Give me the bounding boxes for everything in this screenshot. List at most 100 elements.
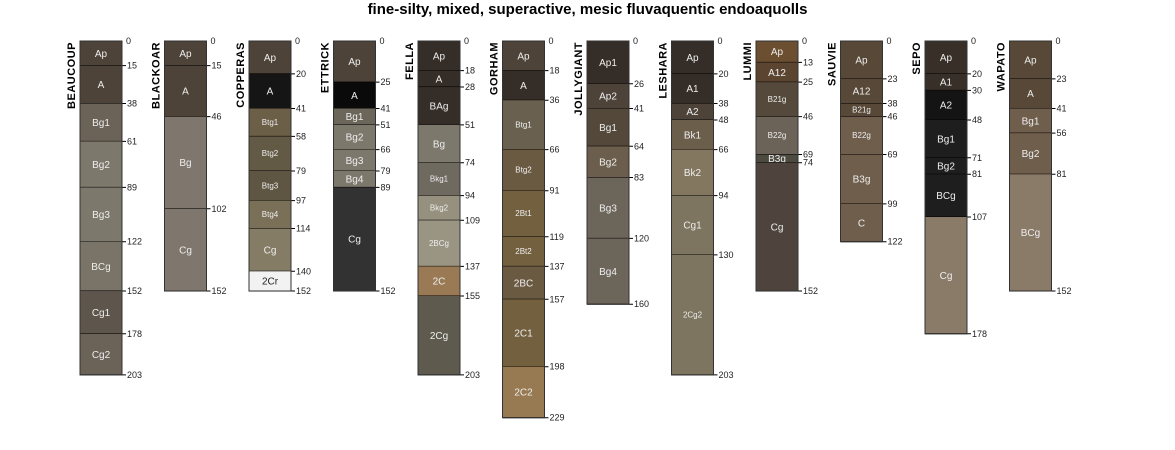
horizon-label: 2C: [433, 277, 446, 288]
profile-name: LUMMI: [742, 42, 754, 81]
depth-label: 178: [972, 329, 987, 339]
horizon-block: [756, 82, 798, 117]
horizon-label: C: [858, 218, 865, 229]
horizon-label: Bg1: [937, 134, 955, 145]
depth-label: 203: [465, 370, 480, 380]
depth-label: 91: [550, 186, 560, 196]
horizon-block: [925, 174, 967, 218]
depth-label: 36: [550, 95, 560, 105]
horizon-block: [756, 116, 798, 155]
horizon-block: [671, 103, 714, 120]
depth-label: 20: [719, 69, 729, 79]
horizon-block: [1009, 133, 1052, 175]
horizon-label: Cg: [771, 222, 784, 233]
profile-outline: [671, 40, 714, 376]
horizon-label: Ap: [179, 49, 192, 60]
horizon-block: [756, 62, 798, 83]
horizon-label: Btg1: [262, 118, 279, 127]
horizon-label: Btg3: [262, 181, 279, 190]
depth-label: 178: [127, 329, 142, 339]
depth-label: 99: [888, 199, 898, 209]
horizon-label: Ap2: [599, 92, 617, 103]
depth-label: 79: [381, 166, 391, 176]
horizon-label: Bg3: [599, 203, 617, 214]
depth-label: 69: [803, 150, 813, 160]
horizon-label: Bg: [179, 158, 191, 169]
horizon-label: Ap: [686, 53, 699, 64]
horizon-block: [80, 291, 122, 334]
horizon-label: B3g: [853, 175, 871, 186]
depth-label: 122: [888, 237, 903, 247]
horizon-label: A: [182, 87, 189, 98]
horizon-label: B3g: [768, 154, 786, 165]
horizon-label: A2: [940, 101, 953, 112]
profile-name: LESHARA: [658, 42, 670, 99]
horizon-block: [418, 220, 460, 267]
horizon-block: [249, 41, 291, 74]
depth-label: 81: [972, 169, 982, 179]
depth-label: 61: [127, 136, 137, 146]
depth-label: 41: [1057, 103, 1067, 113]
horizon-block: [333, 41, 376, 83]
horizon-label: 2Cr: [262, 277, 279, 288]
horizon-block: [587, 146, 629, 178]
depth-label: 130: [719, 250, 734, 260]
depth-label: 137: [465, 261, 480, 271]
horizon-label: Bg3: [92, 210, 110, 221]
horizon-label: Ap: [348, 57, 361, 68]
horizon-block: [1009, 174, 1052, 292]
horizon-block: [925, 73, 967, 91]
depth-label: 152: [296, 286, 311, 296]
horizon-block: [925, 90, 967, 120]
horizon-block: [418, 266, 460, 296]
depth-label: 15: [212, 61, 222, 71]
profile-name: WAPATO: [996, 42, 1008, 91]
depth-label: 152: [1057, 286, 1072, 296]
horizon-label: A12: [853, 87, 871, 98]
profile-outline: [79, 40, 123, 376]
horizon-label: Cg: [179, 245, 192, 256]
horizon-block: [502, 236, 545, 267]
horizon-block: [502, 100, 545, 150]
horizon-label: Ap: [95, 49, 108, 60]
depth-label: 122: [127, 237, 142, 247]
depth-label: 81: [1057, 169, 1067, 179]
horizon-block: [418, 162, 460, 196]
depth-label: 64: [634, 141, 644, 151]
horizon-label: A: [351, 91, 358, 102]
horizon-label: Bg1: [599, 123, 617, 134]
horizon-block: [80, 65, 122, 104]
horizon-block: [756, 154, 798, 163]
horizon-block: [502, 41, 545, 71]
depth-label: 56: [1057, 128, 1067, 138]
horizon-block: [333, 170, 376, 188]
depth-label: 203: [719, 370, 734, 380]
horizon-label: Ap: [1024, 55, 1037, 66]
horizon-block: [249, 170, 291, 201]
horizon-label: A: [98, 80, 105, 91]
depth-label: 0: [718, 36, 723, 46]
depth-label: 140: [296, 266, 311, 276]
horizon-label: A12: [768, 68, 786, 79]
horizon-label: 2Bt2: [515, 247, 532, 256]
horizon-block: [1009, 78, 1052, 109]
horizon-block: [80, 141, 122, 188]
depth-label: 152: [127, 286, 142, 296]
profile-outline: [924, 40, 968, 335]
diagram-title: fine-silty, mixed, superactive, mesic fl…: [367, 1, 808, 18]
horizon-label: Btg4: [262, 210, 279, 219]
horizon-block: [333, 187, 376, 292]
profile-name: ETTRICK: [320, 42, 332, 93]
horizon-block: [756, 41, 798, 63]
horizon-label: BCg: [91, 262, 110, 273]
profile-outline: [586, 40, 630, 305]
horizon-label: A: [1027, 89, 1034, 100]
horizon-block: [418, 70, 460, 88]
profile-outline: [333, 40, 376, 292]
depth-label: 41: [296, 103, 306, 113]
horizon-label: 2Cg: [430, 331, 448, 342]
depth-label: 109: [465, 215, 480, 225]
profile-outline: [502, 40, 545, 419]
depth-label: 229: [550, 413, 565, 423]
profile-name: FELLA: [404, 42, 416, 80]
